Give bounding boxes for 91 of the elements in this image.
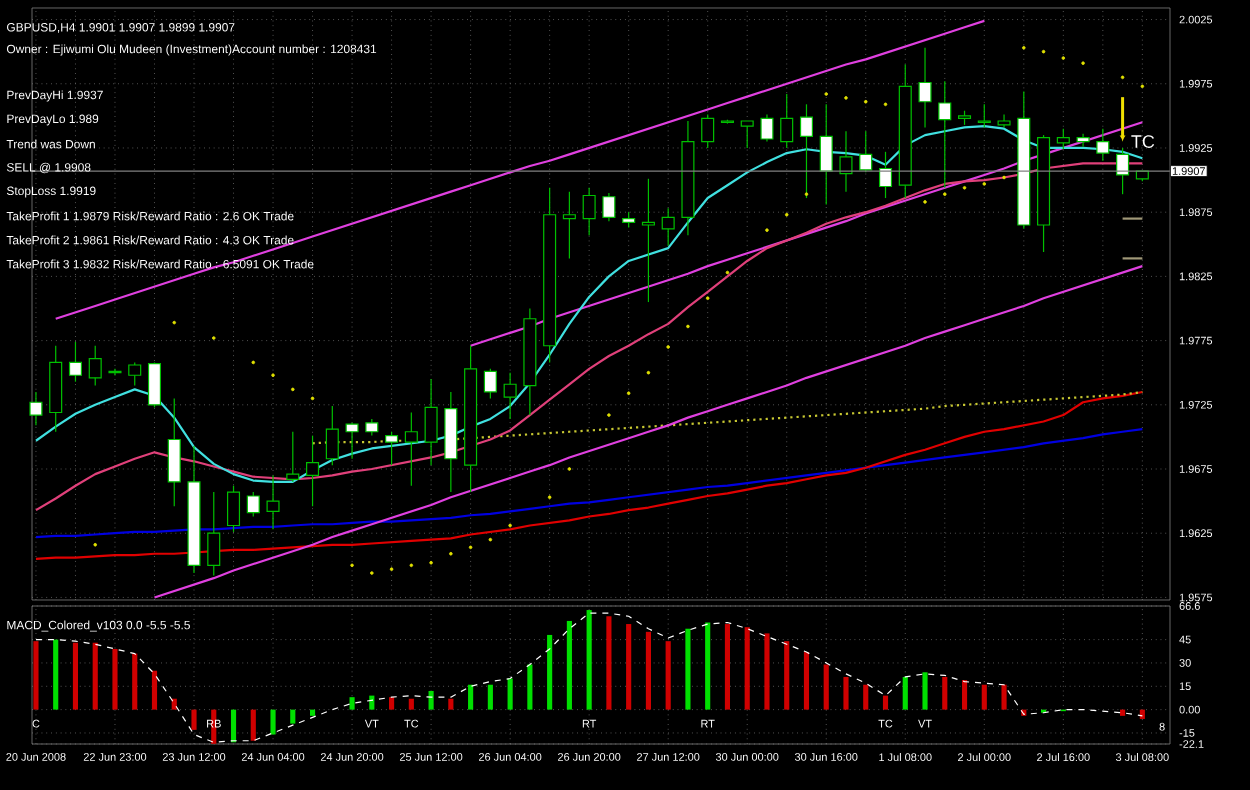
candlestick xyxy=(424,378,438,466)
bar xyxy=(784,641,790,710)
bar xyxy=(389,697,395,710)
candlestick xyxy=(839,130,853,193)
candlestick xyxy=(602,192,616,222)
bar xyxy=(112,648,118,710)
candlestick xyxy=(1076,133,1090,148)
bar xyxy=(981,684,987,710)
candlestick xyxy=(562,191,576,260)
bar xyxy=(586,610,592,710)
bar xyxy=(230,709,237,743)
candlestick xyxy=(207,491,221,577)
bar xyxy=(645,631,651,710)
candlestick xyxy=(740,120,754,149)
bar xyxy=(270,709,276,735)
candlestick xyxy=(325,405,339,466)
candlestick xyxy=(266,474,280,530)
bar xyxy=(428,690,434,710)
bar xyxy=(685,628,691,710)
bar xyxy=(309,709,316,716)
candlestick xyxy=(938,80,952,189)
bar xyxy=(72,642,79,710)
bar xyxy=(843,676,849,710)
bar xyxy=(942,676,948,710)
candlestick xyxy=(483,368,497,399)
bar xyxy=(882,695,889,710)
candlestick xyxy=(167,397,181,507)
candlestick xyxy=(799,103,814,199)
candlestick xyxy=(68,341,82,383)
candlestick xyxy=(88,345,102,387)
bar xyxy=(151,670,158,710)
bar xyxy=(823,664,829,710)
bar xyxy=(132,653,138,710)
bar xyxy=(922,672,928,710)
bar xyxy=(705,622,711,710)
bar xyxy=(171,698,177,710)
candlestick xyxy=(1116,147,1130,195)
bar xyxy=(191,709,197,730)
bar xyxy=(53,639,59,710)
candlestick xyxy=(859,130,873,173)
bar xyxy=(961,680,968,710)
bar xyxy=(665,641,671,710)
candlestick xyxy=(701,113,715,149)
bar xyxy=(547,634,553,710)
candlestick xyxy=(29,391,43,426)
candlestick xyxy=(345,422,359,460)
candlestick xyxy=(286,431,300,483)
candlestick xyxy=(641,178,655,303)
candlestick xyxy=(306,435,320,507)
bar xyxy=(448,698,454,710)
candlestick xyxy=(147,361,162,408)
bar xyxy=(764,633,770,710)
candlestick xyxy=(1056,128,1070,150)
bar xyxy=(527,664,533,710)
candlestick xyxy=(226,485,241,533)
candlestick xyxy=(108,368,122,376)
candlestick xyxy=(819,103,833,206)
bar xyxy=(863,684,869,710)
candlestick xyxy=(1096,128,1110,162)
bar xyxy=(487,684,493,710)
candlestick xyxy=(128,361,142,387)
bar xyxy=(408,698,414,710)
candlestick xyxy=(503,372,517,420)
bar xyxy=(349,697,355,710)
annotation: TC xyxy=(1131,135,1155,148)
bar xyxy=(250,709,256,741)
bar xyxy=(803,652,810,710)
candlestick xyxy=(760,113,774,143)
candlestick xyxy=(385,431,399,466)
candlestick xyxy=(582,187,596,236)
bar xyxy=(626,624,632,710)
candlestick xyxy=(404,411,418,487)
bar xyxy=(1139,709,1145,719)
candlestick xyxy=(246,491,260,518)
bar xyxy=(1120,709,1126,716)
bar xyxy=(33,641,39,710)
bar xyxy=(606,616,612,710)
bar xyxy=(566,620,572,710)
candlestick xyxy=(977,103,991,129)
bar xyxy=(468,684,474,710)
bar xyxy=(369,695,375,710)
candlestick xyxy=(918,47,932,129)
bar xyxy=(92,642,98,710)
bar xyxy=(1001,684,1007,710)
candlestick xyxy=(780,93,794,149)
candlestick xyxy=(661,207,675,247)
bar xyxy=(744,627,750,710)
bar xyxy=(507,678,513,710)
bar xyxy=(902,676,908,710)
bar xyxy=(724,624,731,710)
bar xyxy=(290,709,296,724)
